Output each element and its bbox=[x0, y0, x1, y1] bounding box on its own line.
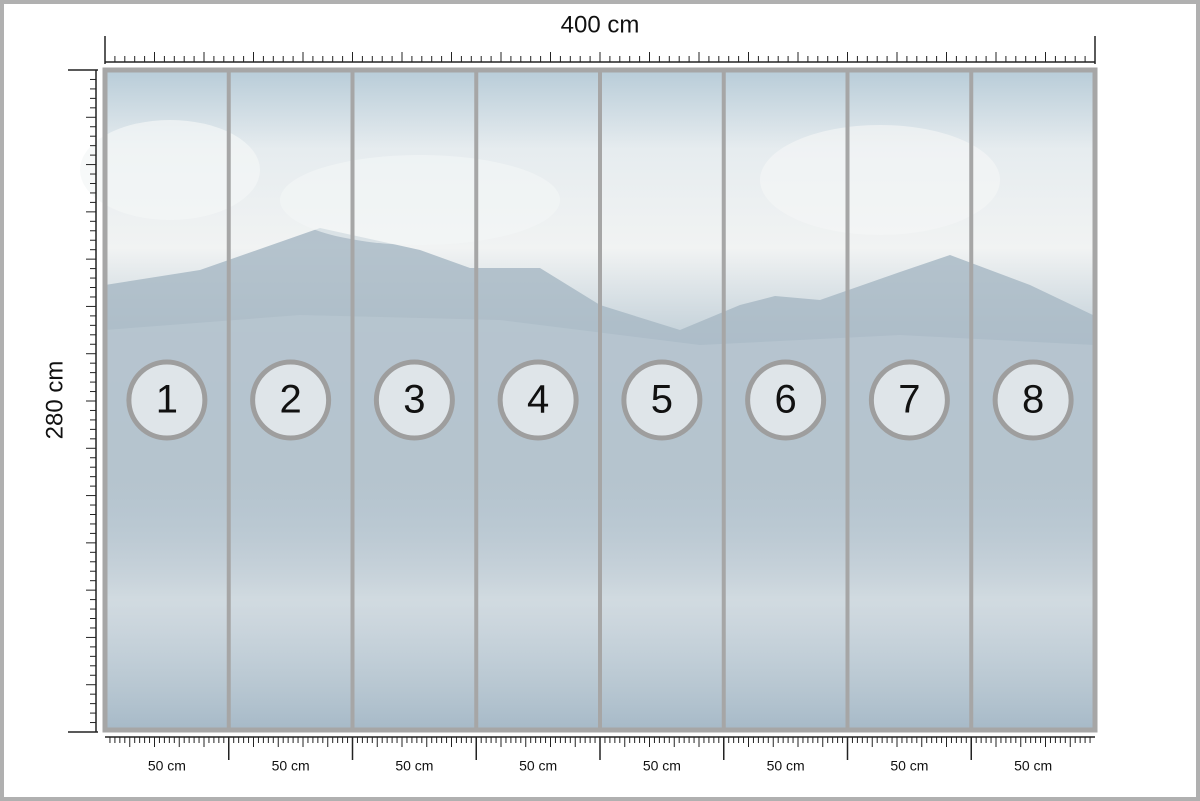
panel-width-label: 50 cm bbox=[767, 758, 805, 774]
panel-badge bbox=[621, 359, 703, 441]
panel-badge bbox=[497, 359, 579, 441]
panel-width-label: 50 cm bbox=[643, 758, 681, 774]
ruler-ticks: 50 cm 50 cm 50 cm 50 cm 50 cm 50 cm 50 cm 50 cm bbox=[86, 52, 1091, 774]
panel-width-label: 50 cm bbox=[148, 758, 186, 774]
panel-number: 5 bbox=[651, 378, 673, 422]
height-label: 280 cm bbox=[41, 361, 68, 440]
cloud bbox=[80, 120, 260, 220]
panel-width-label: 50 cm bbox=[519, 758, 557, 774]
panel-badge bbox=[250, 359, 332, 441]
panel-width-label: 50 cm bbox=[395, 758, 433, 774]
panel-badge bbox=[745, 359, 827, 441]
panel-number: 3 bbox=[403, 378, 425, 422]
panel-number: 8 bbox=[1022, 378, 1044, 422]
panel-number: 2 bbox=[280, 378, 302, 422]
panel-badge bbox=[868, 359, 950, 441]
panel-width-label: 50 cm bbox=[272, 758, 310, 774]
panel-number: 4 bbox=[527, 378, 549, 422]
width-label: 400 cm bbox=[561, 11, 640, 38]
panel-width-label: 50 cm bbox=[1014, 758, 1052, 774]
panel-number: 1 bbox=[156, 378, 178, 422]
panel-badge bbox=[126, 359, 208, 441]
panel-badge bbox=[373, 359, 455, 441]
panel-badge bbox=[992, 359, 1074, 441]
panels: 1 2 3 4 5 6 7 8 bbox=[126, 70, 1074, 730]
cloud bbox=[280, 155, 560, 245]
cloud bbox=[760, 125, 1000, 235]
panel-width-label: 50 cm bbox=[890, 758, 928, 774]
panel-number: 7 bbox=[898, 378, 920, 422]
panel-number: 6 bbox=[775, 378, 797, 422]
mural-border bbox=[102, 67, 1098, 733]
